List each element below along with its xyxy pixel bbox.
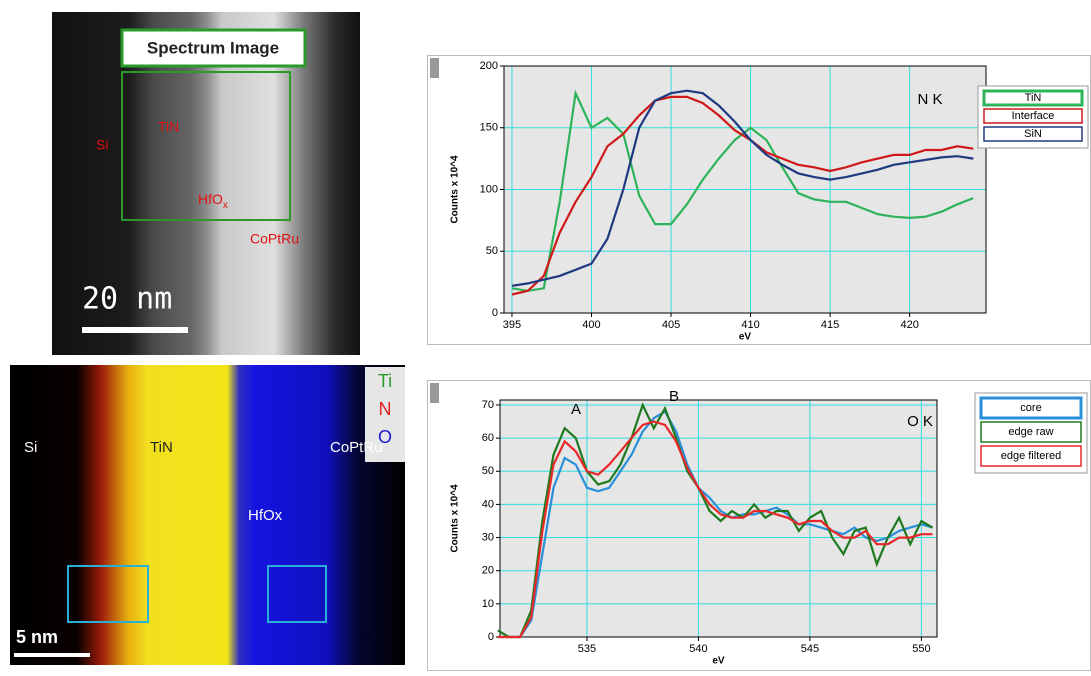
roi-box	[267, 565, 327, 623]
series-line	[497, 420, 933, 639]
x-tick-label: 540	[689, 643, 707, 655]
layer-label: CoPtRu	[330, 439, 383, 456]
y-tick-label: 10	[482, 598, 494, 610]
x-tick-label: 415	[821, 319, 839, 331]
y-axis-label: Counts x 10^4	[450, 155, 461, 224]
layer-label: CoPtRu	[250, 231, 299, 247]
image-title: Spectrum Image	[147, 38, 279, 57]
stem-image	[52, 12, 360, 355]
eels-map	[10, 365, 405, 665]
annotation: B	[669, 388, 679, 405]
legend-swatch	[983, 126, 1083, 142]
layer-label: TiN	[150, 439, 173, 456]
legend-swatch	[980, 421, 1082, 443]
legend-label: TiN	[1025, 92, 1042, 104]
channel-legend	[365, 367, 405, 462]
x-tick-label: 420	[900, 319, 918, 331]
roi-box	[67, 565, 149, 623]
y-tick-label: 0	[492, 307, 498, 319]
y-tick-label: 50	[482, 465, 494, 477]
layer-label: TiN	[158, 119, 179, 135]
x-tick-label: 545	[801, 643, 819, 655]
x-axis-label: eV	[712, 656, 725, 667]
y-tick-label: 50	[486, 245, 498, 257]
legend-swatch	[980, 445, 1082, 467]
plot-frame	[503, 65, 987, 314]
x-tick-label: 395	[503, 319, 521, 331]
roi-box	[121, 71, 291, 221]
legend-label: core	[1020, 402, 1041, 414]
layer-label: HfOx	[198, 191, 228, 211]
layer-label: HfOx	[248, 507, 283, 524]
legend-label: edge raw	[1008, 426, 1053, 438]
scale-bar	[82, 327, 188, 333]
channel-label: O	[378, 427, 392, 447]
legend-swatch	[982, 89, 1084, 107]
y-tick-label: 20	[482, 565, 494, 577]
panel-handle	[430, 383, 439, 403]
series-line	[497, 402, 934, 639]
channel-label: Ti	[378, 371, 392, 391]
series-line	[511, 95, 974, 296]
legend-label: SiN	[1024, 128, 1042, 140]
y-tick-label: 40	[482, 498, 494, 510]
annotation: A	[571, 401, 581, 418]
y-tick-label: 100	[480, 183, 498, 195]
series-line	[497, 410, 933, 639]
y-tick-label: 60	[482, 432, 494, 444]
y-tick-label: 150	[480, 122, 498, 134]
legend-swatch	[983, 108, 1083, 124]
series-line	[511, 89, 974, 287]
y-tick-label: 200	[480, 60, 498, 72]
legend-swatch	[979, 396, 1083, 420]
y-axis-label: Counts x 10^4	[450, 484, 461, 553]
scale-bar-label: 5 nm	[16, 627, 58, 647]
x-tick-label: 535	[578, 643, 596, 655]
y-tick-label: 0	[488, 631, 494, 643]
scale-bar	[14, 653, 90, 657]
x-tick-label: 550	[912, 643, 930, 655]
layer-label: Si	[24, 439, 37, 456]
channel-label: N	[379, 399, 392, 419]
annotation: O K	[907, 413, 933, 430]
y-tick-label: 30	[482, 531, 494, 543]
x-axis-label: eV	[739, 332, 752, 343]
panel-handle	[430, 58, 439, 78]
layer-label: Si	[96, 137, 108, 153]
plot-frame	[499, 399, 938, 638]
legend-label: Interface	[1012, 110, 1055, 122]
y-tick-label: 70	[482, 399, 494, 411]
x-tick-label: 400	[582, 319, 600, 331]
legend-label: edge filtered	[1001, 450, 1062, 462]
annotation: N K	[917, 91, 942, 108]
x-tick-label: 405	[662, 319, 680, 331]
x-tick-label: 410	[741, 319, 759, 331]
title-box	[120, 28, 307, 68]
scale-bar-label: 20 nm	[82, 282, 172, 317]
